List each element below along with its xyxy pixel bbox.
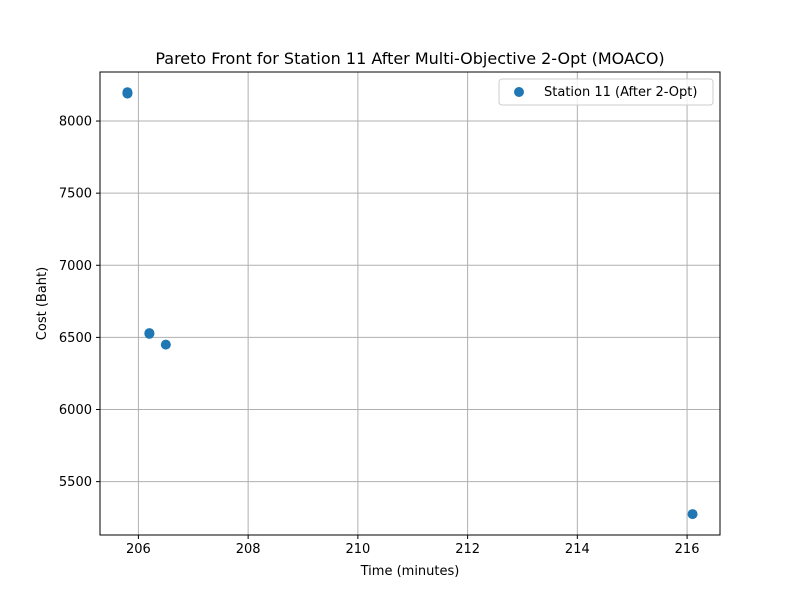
data-point: [122, 88, 133, 99]
grid-layer: [100, 72, 720, 535]
x-tick-label: 210: [345, 542, 370, 557]
y-tick-label: 8000: [59, 115, 92, 130]
x-tick-label: 206: [126, 542, 151, 557]
data-points: [122, 87, 698, 520]
legend: Station 11 (After 2-Opt): [498, 78, 714, 106]
x-axis-label: Time (minutes): [360, 564, 460, 579]
y-tick-label: 5500: [59, 475, 92, 490]
chart-title: Pareto Front for Station 11 After Multi-…: [155, 49, 664, 68]
x-tick-label: 208: [236, 542, 261, 557]
legend-marker: [514, 87, 524, 97]
x-tick-label: 212: [455, 542, 480, 557]
legend-frame: [498, 78, 714, 106]
data-point: [144, 328, 155, 339]
plot-area: [100, 72, 720, 535]
axis-ticks: 206 208 210 212 214 216 5500 6000 6500 7000 7500 80…: [59, 115, 700, 557]
plot-frame: [99, 71, 721, 536]
y-tick-label: 6500: [59, 331, 92, 346]
data-point: [160, 339, 171, 350]
data-point: [687, 509, 698, 520]
y-tick-label: 6000: [59, 403, 92, 418]
y-axis-label: Cost (Baht): [35, 267, 50, 340]
x-tick-label: 216: [675, 542, 700, 557]
y-tick-label: 7000: [59, 259, 92, 274]
y-tick-label: 7500: [59, 187, 92, 202]
x-tick-label: 214: [565, 542, 590, 557]
legend-label: Station 11 (After 2-Opt): [544, 85, 697, 100]
